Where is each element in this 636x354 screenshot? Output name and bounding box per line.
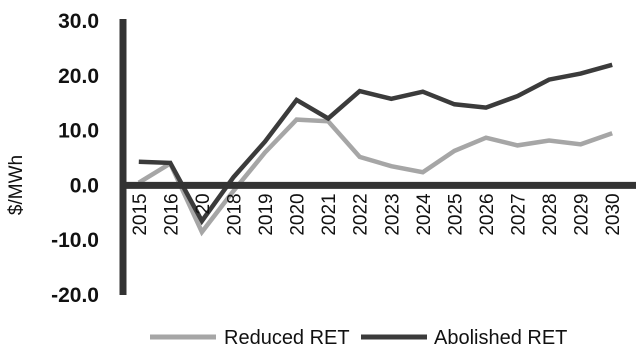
x-tick-label: 20 — [193, 193, 214, 214]
x-tick-label: 2018 — [224, 193, 245, 235]
x-tick-label: 2029 — [572, 193, 593, 235]
y-tick-label: 0.0 — [70, 174, 99, 197]
series-line-abolished-ret — [138, 62, 613, 226]
x-tick-label: 2022 — [351, 193, 372, 235]
x-tick-label: 2030 — [603, 193, 624, 235]
y-tick-label: 20.0 — [58, 65, 99, 88]
legend-label-abolished-ret: Abolished RET — [434, 327, 567, 349]
x-tick-label: 2016 — [161, 193, 182, 235]
y-axis-ticks: 30.0 20.0 10.0 0.0 -10.0 -20.0 — [51, 10, 99, 307]
legend: Reduced RET Abolished RET — [150, 327, 567, 349]
x-tick-label: 2015 — [130, 193, 151, 235]
y-tick-label: 30.0 — [58, 10, 99, 33]
y-axis-label: $/MWh — [6, 155, 27, 215]
x-axis-ticks: 2015 2016 20 2018 2019 2020 2021 2022 2023 2024 20… — [130, 193, 624, 236]
x-tick-label: 2021 — [319, 193, 340, 235]
y-tick-label: -10.0 — [51, 229, 99, 252]
y-tick-label: 10.0 — [58, 120, 99, 143]
series-line-reduced-ret — [137, 117, 613, 237]
x-tick-label: 2019 — [256, 193, 277, 235]
legend-label-reduced-ret: Reduced RET — [224, 327, 350, 349]
x-tick-label: 2024 — [414, 193, 435, 236]
y-tick-label: -20.0 — [51, 284, 99, 307]
x-tick-label: 2027 — [509, 193, 530, 235]
x-tick-label: 2026 — [477, 193, 498, 235]
series-layer — [137, 62, 613, 237]
x-tick-label: 2025 — [445, 193, 466, 235]
x-tick-label: 2028 — [540, 193, 561, 235]
x-tick-label: 2023 — [382, 193, 403, 235]
x-tick-label: 2020 — [288, 193, 309, 235]
